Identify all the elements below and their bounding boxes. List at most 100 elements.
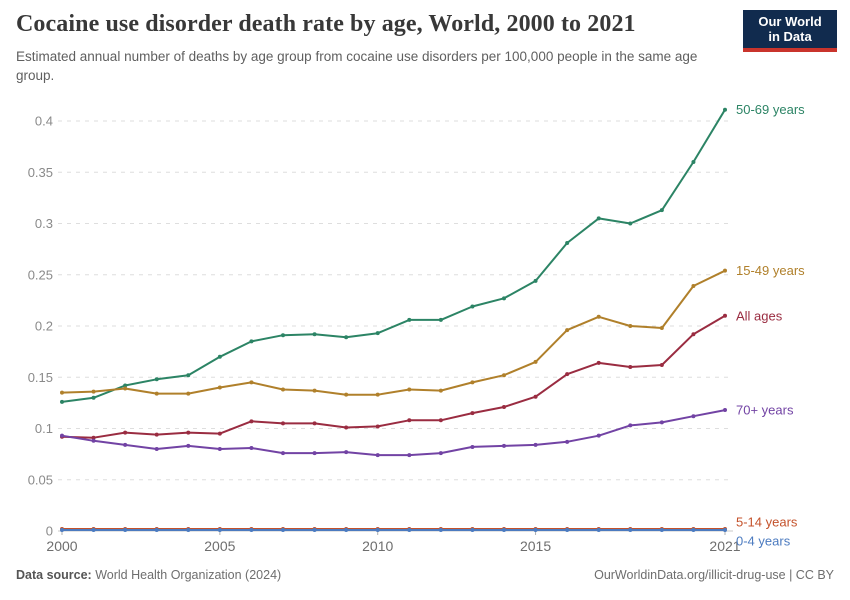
data-point-70-years-2012 [438,451,443,456]
series-label-70-years[interactable]: 70+ years [736,403,794,418]
data-point-70-years-2011 [407,453,412,458]
data-point-15-49-years-2018 [628,324,633,328]
footer: Data source: World Health Organization (… [16,568,834,582]
data-point-all-ages-2014 [502,404,506,409]
owid-logo[interactable]: Our World in Data [743,10,837,52]
data-point-all-ages-2018 [628,365,633,369]
data-point-0-4-years-2019 [659,527,664,532]
x-axis-label-2000: 2000 [46,538,77,554]
data-point-0-4-years-2010 [375,527,380,532]
data-point-all-ages-2007 [281,421,285,426]
data-point-all-ages-2012 [438,418,443,423]
page-subtitle: Estimated annual number of deaths by age… [16,48,698,83]
data-point-all-ages-2015 [533,394,538,399]
data-point-70-years-2020 [691,414,696,419]
data-source: Data source: World Health Organization (… [16,568,281,582]
series-label-15-49-years[interactable]: 15-49 years [736,263,805,278]
y-axis-label-0.2: 0.2 [35,319,53,334]
data-source-label: Data source: [16,568,92,582]
data-point-0-4-years-2020 [691,527,696,532]
data-point-0-4-years-2002 [123,527,128,532]
data-point-15-49-years-2020 [691,284,696,289]
data-point-50-69-years-2017 [596,216,601,221]
data-point-0-4-years-2021 [723,527,727,532]
data-point-0-4-years-2008 [312,527,317,532]
data-point-50-69-years-2016 [565,240,570,245]
series-label-0-4-years[interactable]: 0-4 years [736,533,791,548]
data-point-50-69-years-2021 [723,107,727,112]
data-point-all-ages-2016 [565,372,570,377]
data-point-15-49-years-2013 [470,380,475,385]
data-point-50-69-years-2014 [502,296,506,301]
y-axis-label-0.25: 0.25 [28,267,53,282]
data-point-50-69-years-2007 [281,333,285,338]
data-point-all-ages-2011 [407,418,412,423]
footer-credit[interactable]: OurWorldinData.org/illicit-drug-use | CC… [594,568,834,582]
data-point-all-ages-2019 [659,362,664,367]
data-point-70-years-2017 [596,433,601,438]
data-point-50-69-years-2013 [470,304,475,309]
data-point-0-4-years-2016 [565,527,570,532]
data-point-70-years-2018 [628,423,633,428]
data-point-0-4-years-2018 [628,527,633,532]
data-point-all-ages-2017 [596,360,601,365]
data-point-0-4-years-2006 [249,527,254,532]
data-point-50-69-years-2003 [154,377,159,382]
series-label-50-69-years[interactable]: 50-69 years [736,102,805,117]
y-axis-label-0.4: 0.4 [35,114,53,129]
data-point-70-years-2006 [249,445,254,450]
data-point-50-69-years-2019 [659,208,664,213]
data-point-15-49-years-2002 [123,386,128,391]
data-point-15-49-years-2017 [596,314,601,319]
data-point-0-4-years-2005 [217,527,222,532]
data-point-15-49-years-2012 [438,388,443,393]
data-point-all-ages-2009 [344,425,349,430]
data-point-70-years-2021 [723,408,727,413]
data-point-50-69-years-2018 [628,221,633,226]
data-point-0-4-years-2004 [186,527,191,532]
data-point-50-69-years-2004 [186,373,191,378]
data-point-70-years-2014 [502,443,506,448]
data-point-50-69-years-2012 [438,317,443,322]
data-point-0-4-years-2017 [596,527,601,532]
series-label-all-ages[interactable]: All ages [736,308,783,323]
data-point-15-49-years-2019 [659,326,664,331]
data-point-50-69-years-2006 [249,339,254,344]
data-point-0-4-years-2015 [533,527,538,532]
data-point-15-49-years-2004 [186,391,191,396]
data-point-15-49-years-2015 [533,359,538,364]
data-point-0-4-years-2013 [470,527,475,532]
header: Cocaine use disorder death rate by age, … [16,10,736,85]
data-point-15-49-years-2016 [565,328,570,333]
data-point-all-ages-2021 [723,313,727,318]
series-label-5-14-years[interactable]: 5-14 years [736,514,798,529]
data-point-0-4-years-2012 [438,527,443,532]
data-point-all-ages-2010 [375,424,380,429]
x-axis-label-2010: 2010 [362,538,393,554]
data-point-50-69-years-2002 [123,383,128,388]
data-point-all-ages-2003 [154,432,159,437]
data-point-all-ages-2008 [312,421,317,426]
data-point-50-69-years-2011 [407,317,412,322]
data-point-15-49-years-2011 [407,387,412,392]
data-point-15-49-years-2010 [375,392,380,397]
data-point-0-4-years-2014 [502,527,506,532]
data-point-0-4-years-2001 [91,527,96,532]
data-point-70-years-2019 [659,420,664,425]
y-axis-label-0.3: 0.3 [35,216,53,231]
data-point-15-49-years-2003 [154,391,159,396]
data-point-50-69-years-2020 [691,160,696,164]
x-axis-label-2015: 2015 [520,538,551,554]
data-point-70-years-2008 [312,451,317,456]
data-point-15-49-years-2001 [91,389,96,394]
data-point-70-years-2000 [60,433,64,438]
series-line-all-ages [61,314,726,439]
y-axis-label-0: 0 [46,524,53,539]
data-point-70-years-2002 [123,442,128,447]
data-point-all-ages-2020 [691,332,696,337]
data-point-70-years-2004 [186,443,191,448]
owid-logo-line1: Our World [758,13,822,29]
y-axis-label-0.35: 0.35 [28,165,53,180]
